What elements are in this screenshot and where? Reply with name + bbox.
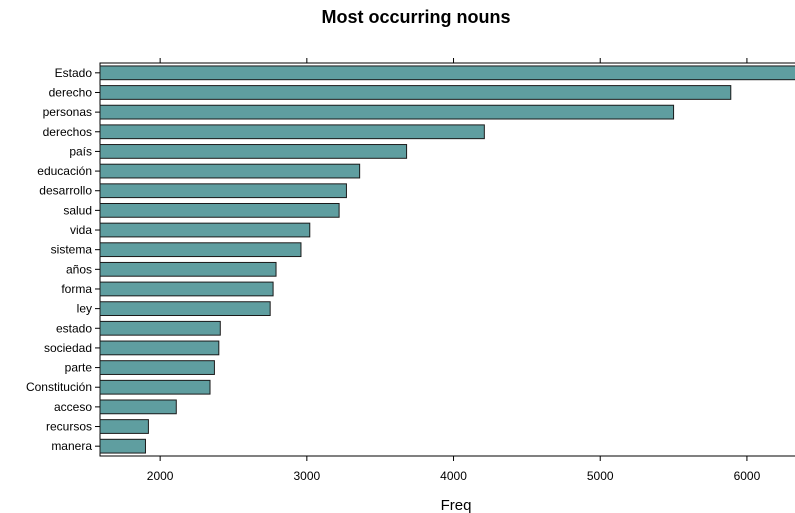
bar-13 (99, 301, 271, 317)
category-label-12: forma (61, 282, 92, 296)
bar-20 (99, 438, 146, 454)
plot-frame (99, 62, 795, 457)
category-label-20: manera (51, 439, 92, 453)
category-label-11: años (66, 262, 92, 276)
category-label-17: Constitución (26, 380, 92, 394)
bar-19 (99, 419, 149, 434)
category-label-8: salud (63, 203, 92, 217)
category-label-14: estado (56, 321, 92, 335)
bar-7 (99, 183, 347, 199)
bar-8 (99, 202, 340, 218)
bar-4 (99, 124, 485, 140)
bar-2 (99, 85, 732, 100)
category-label-15: sociedad (44, 341, 92, 355)
category-label-13: ley (77, 302, 92, 316)
category-label-4: derechos (43, 125, 92, 139)
x-tick-label-5: 6000 (734, 469, 761, 483)
x-tick-label-2: 3000 (293, 469, 320, 483)
bar-16 (99, 360, 215, 375)
bar-5 (99, 144, 408, 159)
bar-6 (99, 163, 361, 179)
bar-15 (99, 340, 220, 356)
bar-17 (99, 379, 211, 395)
category-label-7: desarrollo (39, 184, 92, 198)
bar-12 (99, 281, 274, 297)
category-label-19: recursos (46, 420, 92, 434)
x-axis-ticks: 2000 3000 4000 5000 6000 (147, 58, 761, 483)
category-label-5: país (69, 144, 92, 158)
x-tick-label-3: 4000 (440, 469, 467, 483)
category-label-18: acceso (54, 400, 92, 414)
bar-10 (99, 242, 302, 258)
category-label-2: derecho (49, 85, 93, 99)
category-label-3: personas (43, 105, 92, 119)
bar-1 (99, 65, 795, 81)
chart-title: Most occurring nouns (321, 7, 511, 27)
bar-18 (99, 399, 177, 415)
bar-14 (99, 320, 221, 336)
bar-9 (99, 222, 311, 238)
category-label-9: vida (70, 223, 92, 237)
category-label-6: educación (37, 164, 92, 178)
bar-11 (99, 261, 277, 277)
bars-group (99, 65, 795, 454)
bar-3 (99, 104, 675, 120)
category-label-1: Estado (55, 66, 93, 80)
x-tick-label-4: 5000 (587, 469, 614, 483)
category-label-16: parte (65, 361, 93, 375)
x-axis-label: Freq (441, 497, 472, 513)
category-labels: Estado derecho personas derechos país educaci… (26, 66, 100, 453)
x-tick-label-1: 2000 (147, 469, 174, 483)
category-label-10: sistema (51, 243, 93, 257)
